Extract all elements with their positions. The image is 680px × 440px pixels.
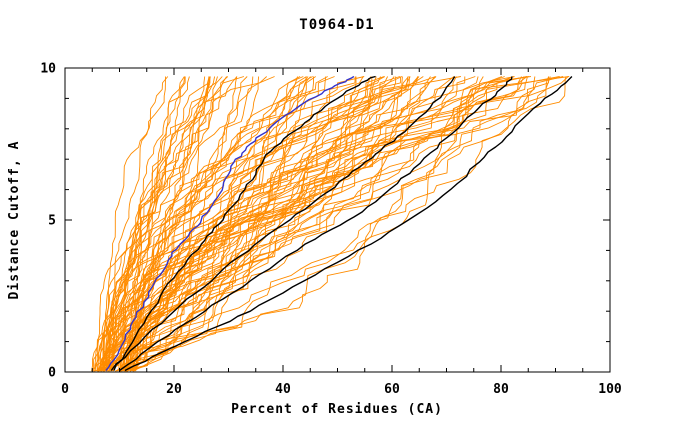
ensemble-curve — [119, 76, 186, 372]
ensemble-curve — [119, 76, 357, 372]
ensemble-curve — [127, 76, 461, 372]
curves-layer — [91, 75, 573, 372]
ensemble-curve — [103, 76, 169, 372]
model-black-3 — [119, 76, 513, 372]
chart-title: T0964-D1 — [299, 17, 374, 33]
model-black-1 — [113, 75, 376, 371]
y-tick-label: 0 — [48, 366, 56, 381]
model-black-4 — [124, 76, 573, 372]
y-axis-label: Distance Cutoff, A — [7, 141, 22, 300]
ensemble-curve — [127, 76, 397, 372]
model-black-2 — [110, 76, 456, 371]
x-tick-label: 20 — [166, 382, 182, 397]
ensemble-curve — [100, 76, 457, 372]
y-tick-label: 10 — [40, 62, 56, 77]
ensemble-curve — [132, 76, 476, 372]
ensemble-curve — [111, 76, 484, 372]
x-tick-label: 100 — [598, 382, 622, 397]
ensemble-curve — [108, 76, 211, 372]
ensemble-curve — [120, 76, 536, 372]
ensemble-curve — [94, 76, 356, 372]
ensemble-curve — [125, 76, 314, 372]
ensemble-curve — [115, 76, 248, 372]
ensemble-curve — [110, 76, 210, 372]
ensemble-curve — [103, 76, 564, 372]
ensemble-curve — [94, 76, 327, 372]
x-tick-label: 40 — [275, 382, 291, 397]
ensemble-curve — [120, 76, 218, 372]
ensemble-curve — [92, 76, 316, 372]
ensemble-curve — [96, 76, 211, 372]
ensemble-curve — [124, 76, 437, 372]
ensemble-curve — [97, 76, 515, 372]
ensemble-curve — [132, 76, 431, 372]
ticks-layer — [64, 67, 611, 373]
ensemble-curve — [93, 76, 503, 372]
ensemble-curve — [123, 76, 275, 372]
tick-labels-layer: 0 20 40 60 80 100 0 5 10 — [40, 62, 622, 398]
ensemble-curve — [115, 76, 566, 372]
x-tick-label: 80 — [493, 382, 509, 397]
x-tick-label: 60 — [384, 382, 400, 397]
ensemble-curve — [111, 76, 455, 372]
ensemble-curve — [109, 76, 411, 372]
x-axis-label: Percent of Residues (CA) — [231, 402, 443, 417]
ensemble-curve — [97, 76, 569, 372]
ensemble-curve — [133, 76, 525, 372]
model-blue-best — [105, 75, 355, 371]
ensemble-curve — [104, 76, 381, 372]
ensemble-curve — [109, 76, 560, 372]
ensemble-curve — [102, 76, 210, 372]
ensemble-curve — [115, 76, 419, 372]
x-tick-label: 0 — [61, 382, 69, 397]
ensemble-curve — [96, 76, 515, 372]
ensemble-curve — [130, 76, 364, 372]
y-tick-label: 5 — [48, 214, 56, 229]
